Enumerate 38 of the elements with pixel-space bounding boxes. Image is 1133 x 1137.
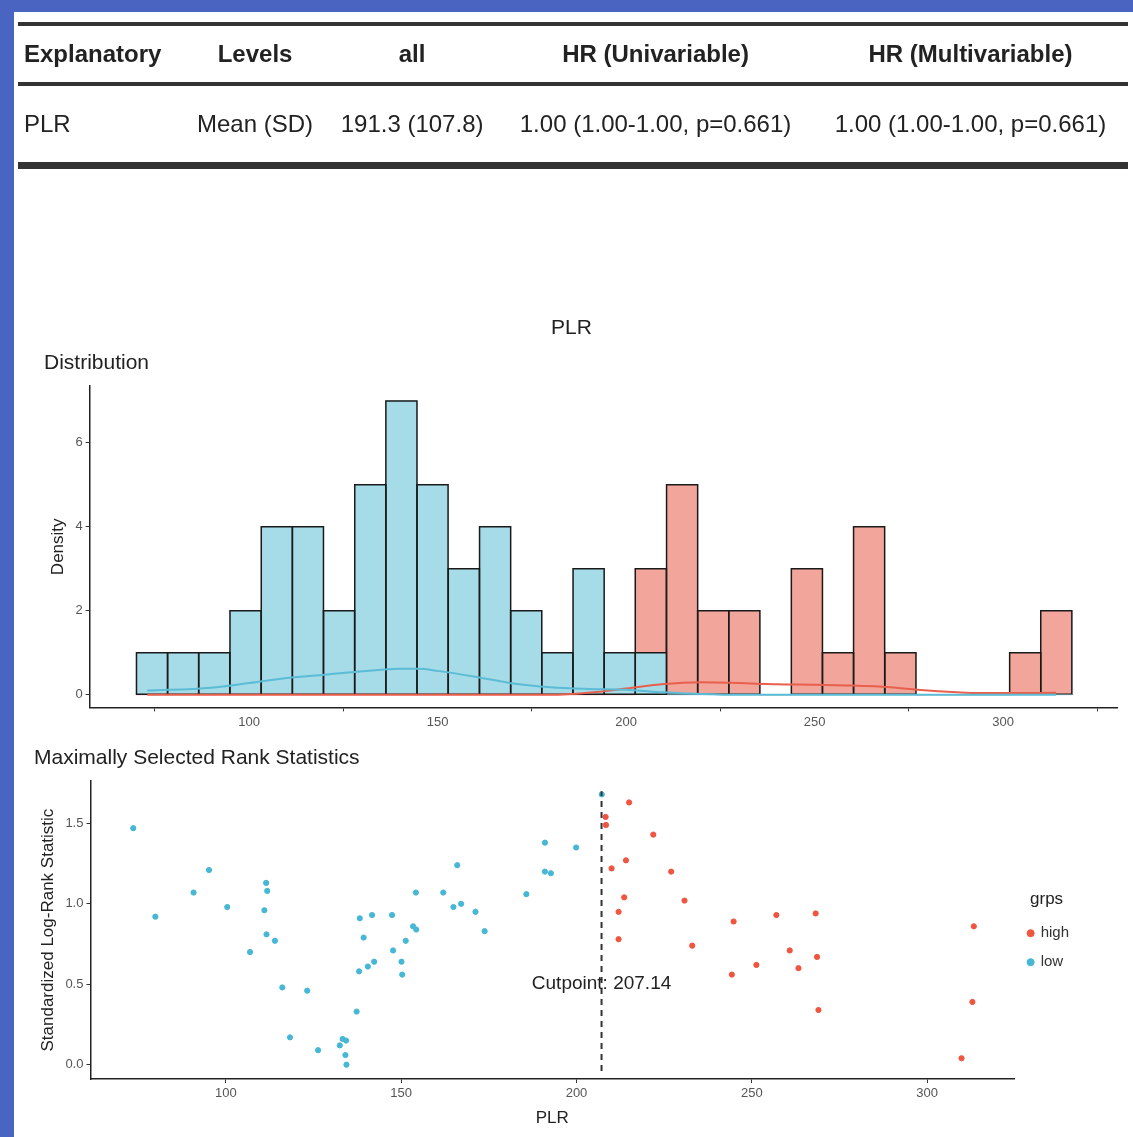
annotation: Cutpoint: 207.14 <box>531 972 672 994</box>
legend-title: grps <box>1030 889 1064 909</box>
y-axis-title: Density <box>47 517 67 576</box>
y-tick-label: 6 <box>75 434 83 450</box>
y-tick-label: 2 <box>75 602 83 618</box>
text: PLR <box>18 84 184 166</box>
x-tick-label: 250 <box>803 713 826 729</box>
text: 191.3 (107.8) <box>326 84 499 166</box>
y-tick-label: 1.0 <box>65 895 84 911</box>
text: 1.00 (1.00-1.00, p=0.661) <box>498 84 814 166</box>
x-tick-label: 200 <box>615 713 637 729</box>
text: Mean (SD) <box>183 84 327 166</box>
y-tick-label: 4 <box>75 518 83 534</box>
text: Explanatory <box>18 24 184 84</box>
text: Levels <box>183 24 327 84</box>
chart-title: PLR <box>550 315 593 339</box>
x-tick-label: 100 <box>214 1085 237 1101</box>
x-tick-label: 250 <box>740 1085 763 1101</box>
x-tick-label: 100 <box>238 713 260 729</box>
text: all <box>326 24 499 84</box>
chart-subtitle: Distribution <box>44 350 150 374</box>
x-tick-label: 300 <box>992 713 1014 729</box>
y-tick-label: 0.0 <box>65 1056 84 1072</box>
y-tick-label: 1.5 <box>65 814 84 830</box>
text: 1.00 (1.00-1.00, p=0.661) <box>813 84 1128 166</box>
x-axis-title: PLR <box>535 1108 569 1128</box>
y-axis-title: Standardized Log-Rank Statistic <box>37 808 57 1052</box>
x-tick-label: 200 <box>565 1085 588 1101</box>
legend-label: high <box>1040 923 1069 941</box>
x-tick-label: 150 <box>426 713 449 729</box>
text: HR (Multivariable) <box>813 24 1128 84</box>
text: HR (Univariable) <box>498 24 814 84</box>
y-tick-label: 0 <box>75 686 83 702</box>
chart-title: Maximally Selected Rank Statistics <box>34 745 360 769</box>
x-tick-label: 300 <box>916 1085 939 1101</box>
x-tick-label: 150 <box>390 1085 413 1101</box>
legend-label: low <box>1040 952 1064 970</box>
y-tick-label: 0.5 <box>65 975 84 991</box>
